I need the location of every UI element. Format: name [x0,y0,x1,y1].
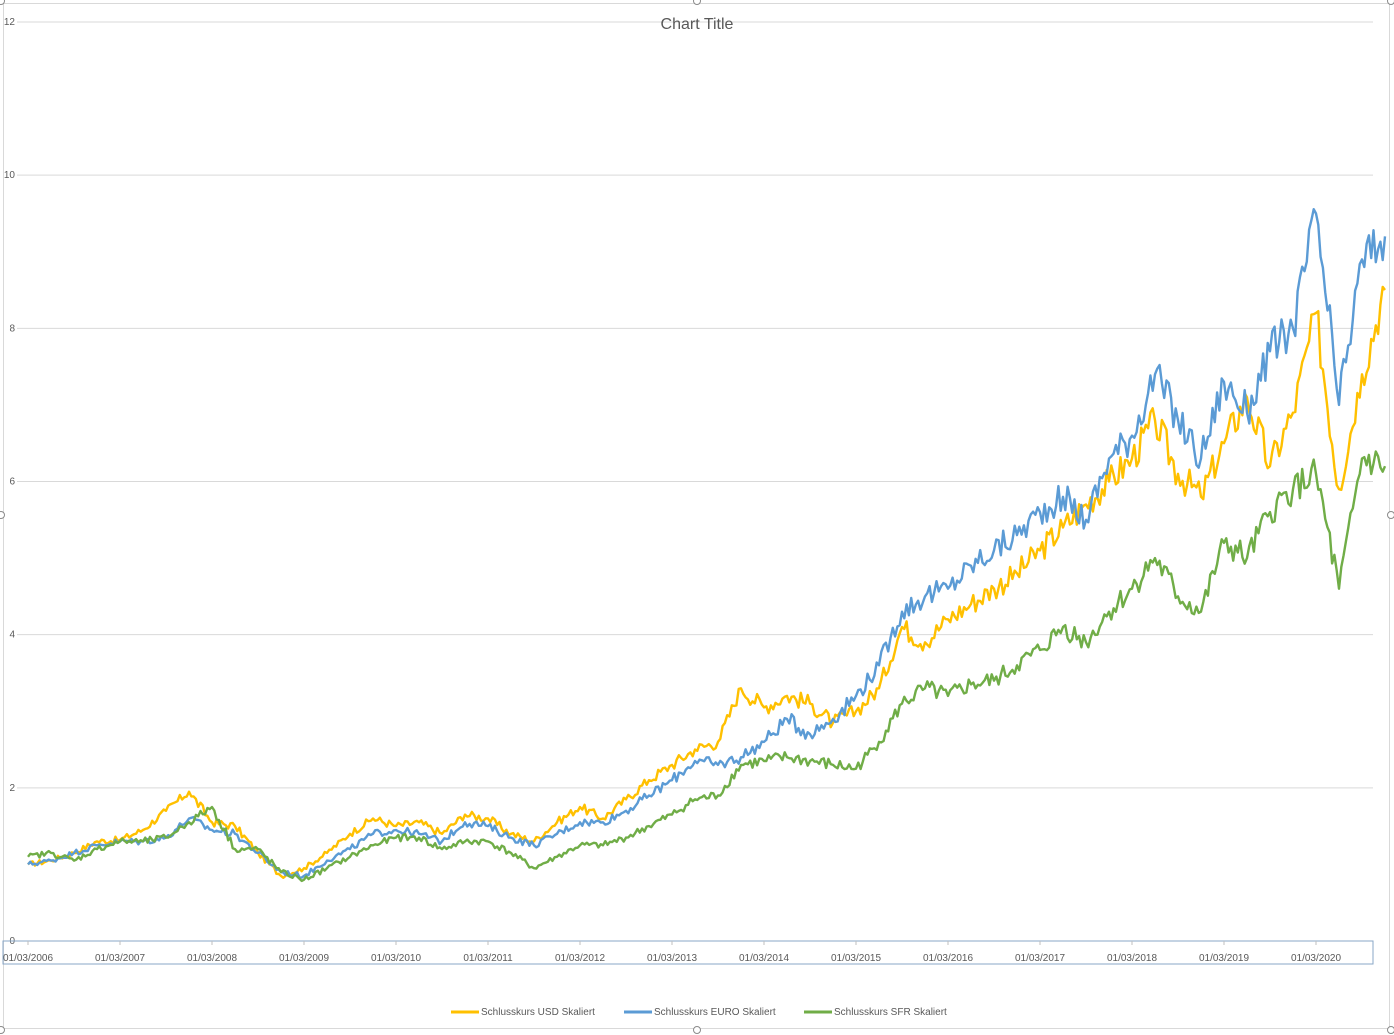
y-tick-label: 4 [9,630,15,641]
x-tick-label: 01/03/2007 [95,953,145,964]
x-tick-label: 01/03/2008 [187,953,237,964]
x-tick-label: 01/03/2018 [1107,953,1157,964]
x-tick-label: 01/03/2009 [279,953,329,964]
resize-handle-middle-left[interactable] [0,511,5,519]
x-tick-label: 01/03/2012 [555,953,605,964]
resize-handle-middle-right[interactable] [1387,511,1394,519]
series-line-3[interactable] [27,450,1387,883]
y-tick-label: 2 [9,783,15,794]
resize-handle-bottom-left[interactable] [0,1026,5,1034]
resize-handle-bottom-right[interactable] [1387,1026,1394,1034]
legend-label: Schlusskurs SFR Skaliert [834,1007,947,1018]
resize-handle-top-right[interactable] [1387,0,1394,5]
x-tick-label: 01/03/2014 [739,953,789,964]
series-line-1[interactable] [27,285,1386,879]
legend-label: Schlusskurs USD Skaliert [481,1007,595,1018]
y-tick-label: 8 [9,323,15,334]
x-tick-label: 01/03/2006 [3,953,53,964]
resize-handle-top-center[interactable] [693,0,701,5]
series-line-2[interactable] [27,208,1387,879]
x-axis-selection-box[interactable] [2,940,1374,965]
x-tick-label: 01/03/2016 [923,953,973,964]
legend-label: Schlusskurs EURO Skaliert [654,1007,776,1018]
resize-handle-top-left[interactable] [0,0,5,5]
x-tick-label: 01/03/2011 [463,953,513,964]
grid-lines [17,21,1373,942]
x-tick-label: 01/03/2020 [1291,953,1341,964]
x-tick-label: 01/03/2015 [831,953,881,964]
legend[interactable]: Schlusskurs USD Skaliert Schlusskurs EURO… [451,1007,947,1018]
y-tick-label: 10 [4,170,16,181]
x-tick-label: 01/03/2013 [647,953,697,964]
x-tick-label: 01/03/2010 [371,953,421,964]
x-tick-label: 01/03/2017 [1015,953,1065,964]
resize-handle-bottom-center[interactable] [693,1026,701,1034]
x-tick-label: 01/03/2019 [1199,953,1249,964]
y-tick-label: 6 [9,477,15,488]
chart-title[interactable]: Chart Title [661,16,734,33]
x-axis-tick-labels[interactable]: 01/03/2006 01/03/2007 01/03/2008 01/03/2009… [3,941,1341,964]
series-lines [27,208,1387,883]
y-tick-label: 12 [4,17,16,28]
